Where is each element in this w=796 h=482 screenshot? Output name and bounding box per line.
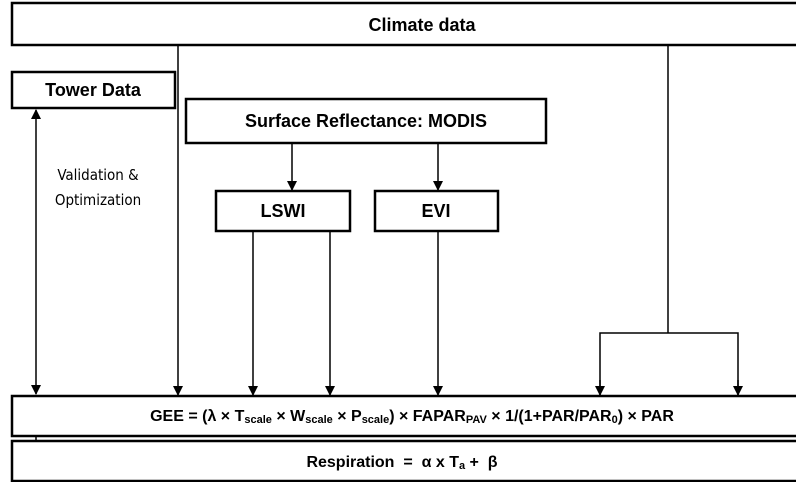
equation-text: × W	[272, 408, 306, 425]
subscript: PAV	[466, 414, 488, 426]
evi-label: EVI	[421, 201, 450, 221]
modis-box	[184, 97, 548, 145]
equation-text: ) × PAR	[618, 408, 675, 425]
annotation-line: Optimization	[55, 191, 141, 209]
subscript: scale	[362, 414, 390, 426]
gee-equation: GEE = (λ × Tscale × Wscale × Pscale) × F…	[150, 408, 674, 426]
equation-text: Respiration = α x T	[306, 454, 459, 471]
subscript: scale	[305, 414, 333, 426]
gee-box	[10, 394, 796, 438]
annotation-line: Validation &	[57, 166, 139, 184]
tower-label: Tower Data	[45, 80, 142, 100]
subscript: 0	[612, 414, 618, 426]
respiration-equation: Respiration = α x Ta + β	[306, 454, 497, 472]
subscript: a	[459, 460, 466, 472]
lswi-box	[214, 189, 352, 233]
modis-label: Surface Reflectance: MODIS	[245, 111, 487, 131]
connector	[599, 332, 739, 395]
climate-label: Climate data	[368, 15, 476, 35]
tower-box	[10, 70, 177, 110]
equation-text: × 1/(1+PAR/PAR	[487, 408, 612, 425]
lswi-label: LSWI	[261, 201, 306, 221]
subscript: scale	[244, 414, 272, 426]
equation-text: ) × FAPAR	[389, 408, 466, 425]
evi-box	[373, 189, 500, 233]
respiration-box	[10, 439, 796, 482]
equation-text: × P	[333, 408, 362, 425]
equation-text: GEE = (λ × T	[150, 408, 244, 425]
climate-box	[10, 1, 796, 47]
equation-text: + β	[465, 454, 498, 471]
